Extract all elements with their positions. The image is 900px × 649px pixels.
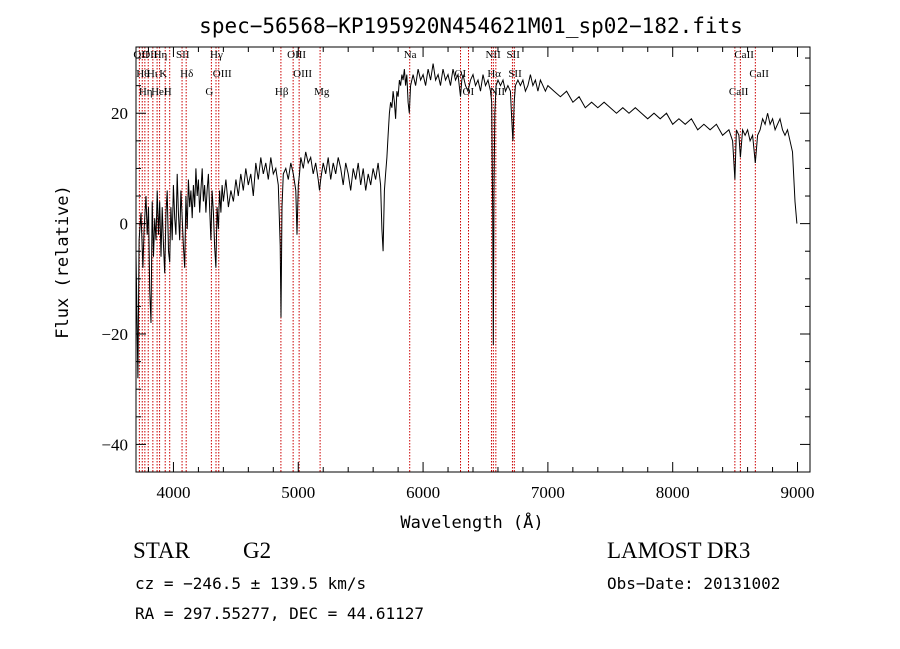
line-label: CaII [729, 86, 749, 98]
line-labels: OIIHθHηOIIHιHeIHηKHSIIHδGHγOIIIHβOIIIOII… [133, 49, 769, 98]
line-label: CaII [749, 68, 769, 80]
y-tick-label: 20 [111, 104, 128, 123]
line-label: G [205, 86, 213, 98]
line-label: NII [485, 49, 501, 61]
line-markers [138, 47, 756, 472]
redshift-cz: cz = −246.5 ± 139.5 km/s [135, 574, 367, 593]
line-label: Hι [147, 68, 158, 80]
line-label: CaII [734, 49, 754, 61]
line-label: Hγ [210, 49, 223, 61]
line-label: OIII [287, 49, 306, 61]
line-label: NII [490, 86, 506, 98]
line-label: OI [463, 86, 475, 98]
line-label: K [159, 68, 167, 80]
y-axis-label: Flux (relative) [53, 185, 73, 339]
line-label: Na [404, 49, 417, 61]
line-label: Mg [314, 86, 330, 98]
survey-name: LAMOST DR3 [607, 538, 751, 563]
coordinates: RA = 297.55277, DEC = 44.61127 [135, 604, 424, 623]
observation-date: Obs−Date: 20131002 [607, 574, 781, 593]
x-tick-label: 5000 [281, 483, 315, 502]
line-label: Hη [139, 86, 153, 98]
y-tick-label: −40 [101, 435, 128, 454]
line-label: Hθ [136, 68, 149, 80]
plot-frame [135, 46, 811, 473]
object-class: STAR [133, 538, 190, 563]
y-tick-label: 0 [120, 215, 129, 234]
spectrum-line [135, 63, 798, 379]
line-label: OI [455, 68, 467, 80]
line-label: H [164, 86, 172, 98]
line-label: HeI [151, 86, 168, 98]
x-tick-label: 7000 [531, 483, 565, 502]
x-tick-label: 8000 [656, 483, 690, 502]
chart-title: spec−56568−KP195920N454621M01_sp02−182.f… [199, 14, 743, 38]
object-subclass: G2 [243, 538, 272, 563]
x-tick-label: 4000 [156, 483, 190, 502]
line-label: Hα [487, 68, 501, 80]
x-axis-ticks: 4000 5000 6000 7000 8000 9000 [147, 47, 815, 502]
y-axis-ticks: 20 0 −20 −40 [101, 57, 810, 454]
line-label: SII [508, 68, 522, 80]
line-label: SII [176, 49, 190, 61]
x-axis-label: Wavelength (Å) [400, 511, 543, 533]
line-label: OIII [293, 68, 312, 80]
line-label: Hδ [180, 68, 193, 80]
line-label: SII [506, 49, 520, 61]
line-label: Hβ [275, 86, 289, 98]
line-label: OIII [213, 68, 232, 80]
line-label: OII [142, 49, 158, 61]
y-tick-label: −20 [101, 325, 128, 344]
x-tick-label: 6000 [406, 483, 440, 502]
x-tick-label: 9000 [781, 483, 815, 502]
line-label: Hη [154, 49, 168, 61]
